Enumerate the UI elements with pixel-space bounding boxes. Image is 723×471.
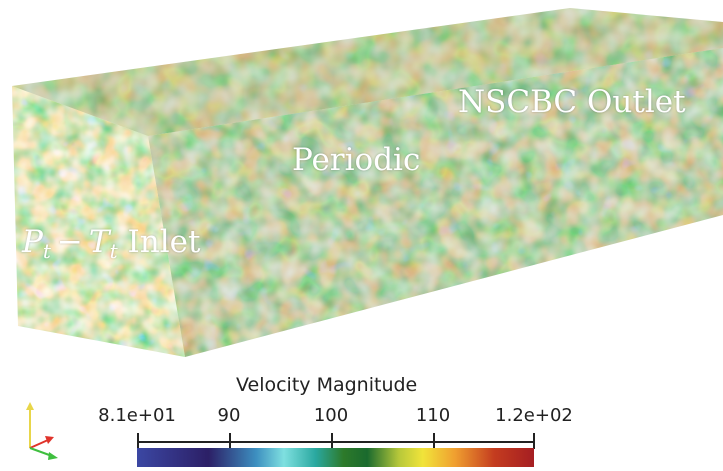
inlet-temperature-symbol: T <box>89 224 110 260</box>
orientation-axes-icon <box>10 398 70 468</box>
inlet-pressure-subscript: t <box>43 239 51 263</box>
colorbar-tick-label: 8.1e+01 <box>98 405 176 426</box>
z-axis-arrowhead <box>48 452 58 460</box>
periodic-boundary-label: Periodic <box>292 142 420 178</box>
colorbar-tick-label: 100 <box>314 405 348 426</box>
inlet-temperature-subscript: t <box>110 239 118 263</box>
colorbar-tick <box>331 433 333 449</box>
colorbar-gradient <box>137 448 534 467</box>
colorbar-tick <box>433 433 435 449</box>
x-axis-arrow <box>30 440 48 448</box>
colorbar-tick <box>137 433 139 449</box>
outlet-boundary-label: NSCBC Outlet <box>458 84 686 120</box>
inlet-minus-sign: − <box>57 224 83 260</box>
colorbar-axis-line <box>137 441 534 443</box>
colorbar-tick <box>533 433 535 449</box>
y-axis-arrowhead <box>26 402 34 410</box>
inlet-boundary-label: Pt − Tt Inlet <box>22 224 200 263</box>
colorbar-tick-label: 1.2e+02 <box>495 405 573 426</box>
colorbar-title: Velocity Magnitude <box>236 374 417 396</box>
inlet-pressure-symbol: P <box>22 224 43 260</box>
colorbar-tick-label: 110 <box>416 405 450 426</box>
colorbar-tick-label: 90 <box>218 405 241 426</box>
inlet-word: Inlet <box>127 224 200 260</box>
colorbar-tick <box>229 433 231 449</box>
